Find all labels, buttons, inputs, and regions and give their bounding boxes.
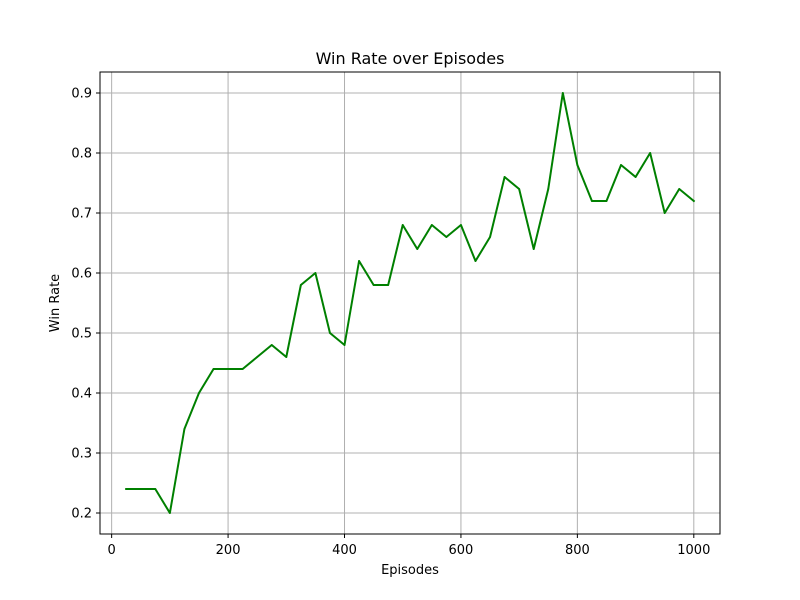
data-point xyxy=(227,368,229,370)
x-tick-label: 600 xyxy=(449,543,474,558)
data-point xyxy=(547,188,550,190)
data-point xyxy=(663,212,666,214)
data-point xyxy=(256,356,259,358)
plot-frame xyxy=(99,71,721,535)
data-point xyxy=(314,272,317,274)
data-point xyxy=(329,332,331,334)
y-tick-label: 0.7 xyxy=(71,207,92,222)
x-tick-label: 800 xyxy=(565,543,590,558)
data-point xyxy=(125,488,128,490)
data-point xyxy=(401,224,404,226)
x-tick-label: 200 xyxy=(216,543,241,558)
x-axis-label: Episodes xyxy=(381,563,439,578)
data-point xyxy=(270,344,273,346)
data-point xyxy=(474,260,477,262)
series-layer xyxy=(125,92,696,514)
data-point xyxy=(561,92,564,94)
data-point xyxy=(532,248,535,250)
chart-title: Win Rate over Episodes xyxy=(316,49,505,68)
data-point xyxy=(241,368,244,370)
y-tick-label: 0.4 xyxy=(71,387,92,402)
x-tick-label: 400 xyxy=(332,543,357,558)
data-point xyxy=(649,152,652,154)
data-point xyxy=(518,188,521,190)
data-point xyxy=(416,248,419,250)
y-axis-label: Win Rate xyxy=(48,274,63,332)
series-line xyxy=(125,92,696,514)
data-point xyxy=(591,200,593,202)
data-point xyxy=(154,488,157,490)
data-point xyxy=(299,284,302,286)
data-point xyxy=(634,176,637,178)
grid xyxy=(100,72,720,534)
y-tick-label: 0.9 xyxy=(71,87,92,102)
data-point xyxy=(139,488,142,490)
data-point xyxy=(358,260,360,262)
y-tick-label: 0.8 xyxy=(71,147,92,162)
data-point xyxy=(605,200,608,202)
y-tick-label: 0.3 xyxy=(71,447,92,462)
data-point xyxy=(372,284,375,286)
data-point xyxy=(343,344,346,346)
x-axis: 0 200 400 600 800 1000 xyxy=(108,534,710,558)
data-point xyxy=(489,236,491,238)
data-point xyxy=(212,368,215,370)
data-point xyxy=(620,164,622,166)
data-point xyxy=(460,224,462,226)
y-tick-label: 0.6 xyxy=(71,267,92,282)
data-point xyxy=(387,284,390,286)
y-tick-label: 0.5 xyxy=(71,327,92,342)
data-point xyxy=(198,392,200,394)
data-point xyxy=(678,188,681,190)
data-point xyxy=(692,200,695,202)
y-tick-label: 0.2 xyxy=(71,507,92,522)
data-point xyxy=(285,356,288,358)
data-point xyxy=(576,164,579,166)
data-point xyxy=(445,236,448,238)
y-axis: 0.2 0.3 0.4 0.5 0.6 0.7 0.8 0.9 xyxy=(71,87,100,522)
data-point xyxy=(168,512,171,514)
data-point xyxy=(183,428,186,430)
data-point xyxy=(503,176,506,178)
data-point xyxy=(430,224,433,226)
x-tick-label: 0 xyxy=(108,543,116,558)
x-tick-label: 1000 xyxy=(677,543,710,558)
